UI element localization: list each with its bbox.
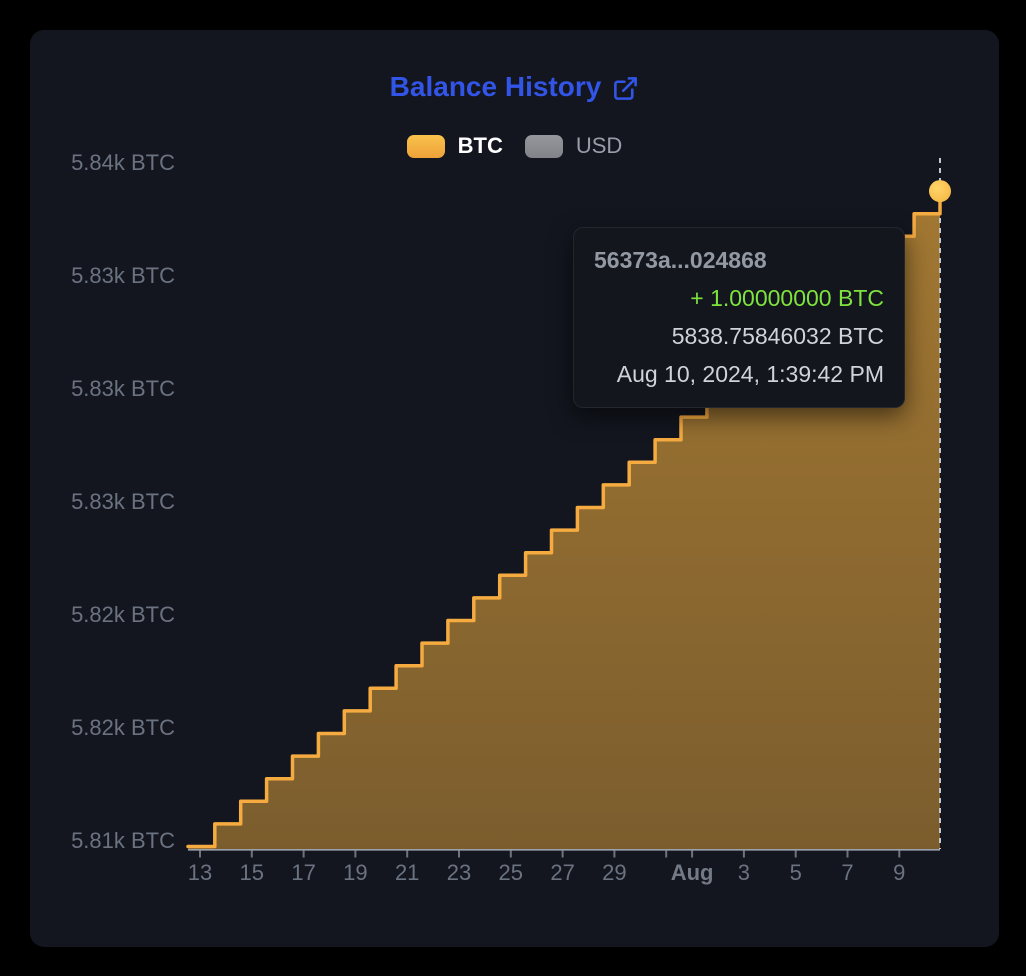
legend-item-usd[interactable]: USD — [524, 133, 623, 159]
balance-area — [188, 191, 940, 850]
x-axis-label: 5 — [789, 860, 802, 885]
tooltip-datetime: Aug 10, 2024, 1:39:42 PM — [616, 361, 884, 387]
x-axis-label: 19 — [343, 860, 368, 885]
usd-legend-swatch — [524, 134, 563, 158]
tooltip-balance: 5838.75846032 BTC — [671, 323, 884, 349]
y-axis-label: 5.83k BTC — [71, 376, 175, 401]
page-title: Balance History — [389, 71, 602, 102]
y-axis-label: 5.83k BTC — [71, 263, 175, 288]
chart-legend: BTC USD — [30, 133, 999, 159]
x-axis-label: 25 — [498, 860, 524, 885]
x-axis-label: 17 — [291, 860, 316, 885]
y-axis-label: 5.81k BTC — [71, 828, 175, 853]
x-axis-label: 23 — [446, 860, 472, 885]
x-axis-label: 3 — [737, 860, 751, 885]
usd-legend-label: USD — [575, 133, 623, 158]
balance-chart[interactable] — [30, 30, 999, 947]
x-axis-label: 21 — [394, 860, 420, 885]
x-axis-label: 9 — [893, 860, 906, 885]
hover-point-marker — [929, 180, 951, 203]
tooltip-txid: 56373a...024868 — [594, 247, 767, 273]
btc-legend-label: BTC — [457, 133, 503, 158]
card-header: Balance History — [30, 70, 999, 109]
x-axis-label: 15 — [239, 860, 265, 885]
x-axis-label: Aug — [670, 860, 714, 885]
tooltip-amount: + 1.00000000 BTC — [690, 285, 884, 311]
legend-item-btc[interactable]: BTC — [406, 133, 503, 159]
y-axis-label: 5.82k BTC — [71, 715, 175, 740]
y-axis-label: 5.83k BTC — [71, 489, 175, 514]
btc-legend-swatch — [406, 134, 445, 158]
balance-history-link[interactable]: Balance History — [390, 70, 640, 104]
x-axis-label: 7 — [841, 860, 854, 885]
balance-history-card: Balance History BTC USD 5.84k BTC 5.83k B… — [30, 30, 999, 947]
y-axis-label: 5.84k BTC — [71, 150, 175, 175]
chart-tooltip: 56373a...024868 + 1.00000000 BTC 5838.75… — [573, 227, 905, 408]
x-axis-label: 29 — [602, 860, 627, 885]
external-link-icon — [614, 76, 638, 100]
y-axis-label: 5.82k BTC — [71, 602, 175, 627]
x-axis-label: 27 — [550, 860, 575, 885]
x-axis-label: 13 — [187, 860, 213, 885]
